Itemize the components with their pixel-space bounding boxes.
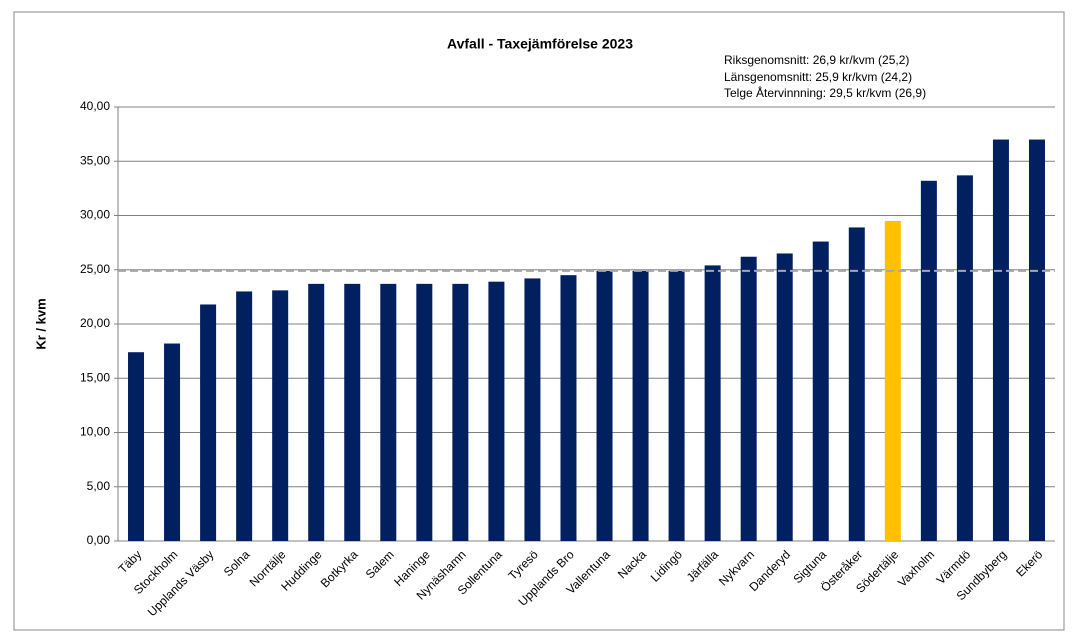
bar <box>956 175 973 542</box>
y-axis-title: Kr / kvm <box>33 298 48 349</box>
bar <box>128 352 145 541</box>
bar <box>632 270 649 541</box>
bar <box>164 343 181 541</box>
y-tick-label: 40,00 <box>80 99 110 113</box>
bar <box>920 180 937 541</box>
y-tick-label: 30,00 <box>80 208 110 222</box>
annotation: Riksgenomsnitt: 26,9 kr/kvm (25,2) <box>724 53 909 67</box>
y-tick-label: 35,00 <box>80 153 110 167</box>
bar <box>704 265 721 541</box>
bar <box>524 278 541 541</box>
bar <box>452 283 469 541</box>
y-tick-label: 20,00 <box>80 316 110 330</box>
y-tick-label: 15,00 <box>80 370 110 384</box>
bar <box>848 227 865 541</box>
bar <box>236 291 253 541</box>
y-tick-label: 5,00 <box>87 479 111 493</box>
y-tick-label: 10,00 <box>80 425 110 439</box>
annotation: Länsgenomsnitt: 25,9 kr/kvm (24,2) <box>724 70 912 84</box>
bar <box>992 139 1009 542</box>
chart-title: Avfall - Taxejämförelse 2023 <box>447 36 633 52</box>
bar <box>380 283 397 541</box>
bar <box>272 290 289 541</box>
bar <box>596 270 613 541</box>
bar <box>884 220 901 542</box>
bar <box>740 256 757 541</box>
bar <box>668 270 685 541</box>
bar <box>812 241 829 542</box>
bar <box>560 275 577 541</box>
bar <box>308 283 325 541</box>
annotation: Telge Återvinnning: 29,5 kr/kvm (26,9) <box>724 85 926 100</box>
bar <box>776 253 793 541</box>
bar <box>416 283 433 541</box>
bar <box>488 281 505 541</box>
bar <box>344 283 361 541</box>
bar <box>200 304 217 541</box>
y-tick-label: 0,00 <box>87 533 111 547</box>
bar <box>1028 139 1045 542</box>
y-tick-label: 25,00 <box>80 262 110 276</box>
